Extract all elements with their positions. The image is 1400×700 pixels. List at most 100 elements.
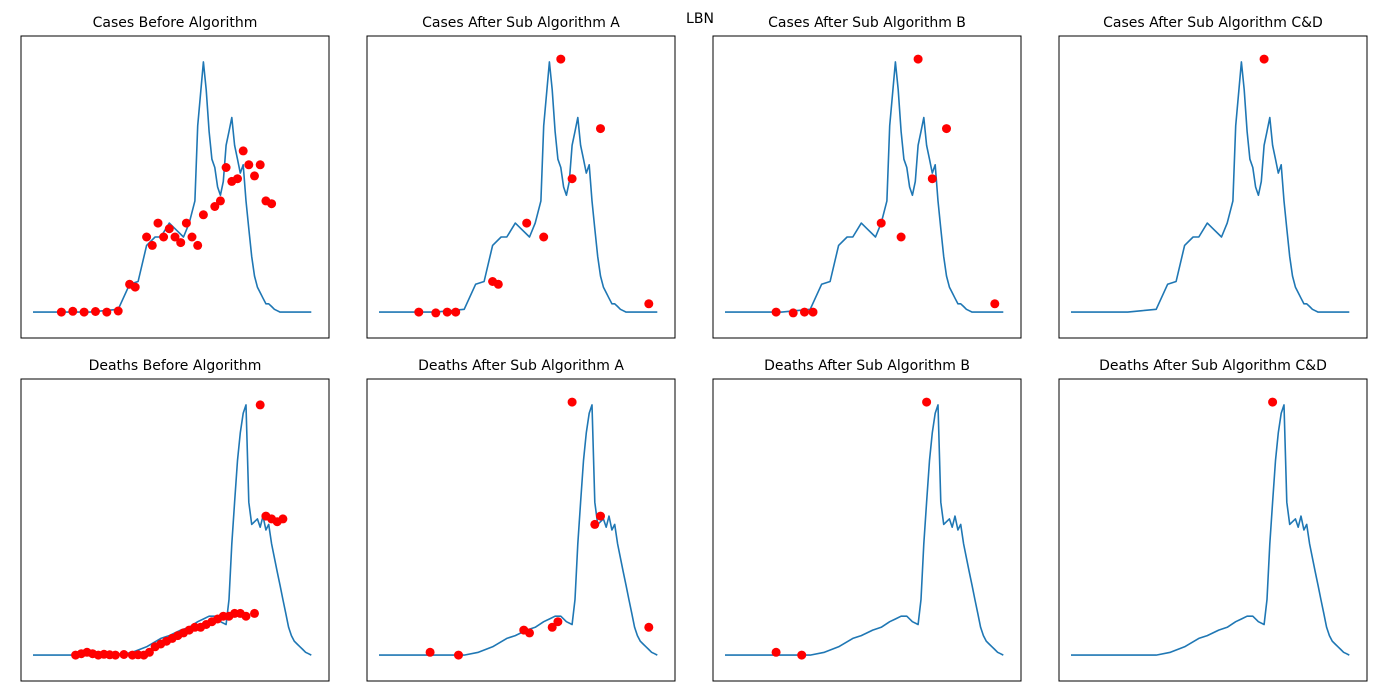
data-point — [876, 218, 886, 228]
data-point — [233, 174, 242, 184]
data-point — [187, 232, 197, 242]
data-point — [255, 400, 265, 410]
data-point — [153, 218, 163, 228]
data-point — [215, 196, 225, 206]
data-point — [238, 146, 248, 156]
data-point — [250, 171, 259, 181]
figure-title: LBN — [686, 11, 714, 27]
series-line-1 — [33, 404, 312, 656]
data-point — [142, 232, 152, 242]
chart-title: Deaths After Sub Algorithm C&D — [1099, 358, 1327, 374]
data-point — [771, 307, 781, 317]
chart-panel-2: Cases After Sub Algorithm A — [366, 15, 676, 339]
data-point — [896, 232, 906, 242]
chart-title: Deaths Before Algorithm — [89, 358, 262, 374]
chart-panel-3: Cases After Sub Algorithm B — [712, 15, 1022, 339]
data-point — [553, 617, 563, 627]
data-point — [159, 232, 169, 242]
data-point — [922, 397, 932, 407]
chart-title: Deaths After Sub Algorithm A — [418, 358, 624, 374]
series-line-1 — [379, 404, 658, 656]
data-point — [493, 279, 503, 289]
data-point — [221, 163, 231, 172]
data-point — [788, 308, 798, 318]
data-point — [644, 622, 654, 632]
axes-frame — [20, 378, 330, 682]
chart-panel-6: Deaths After Sub Algorithm A — [366, 358, 676, 682]
data-point — [255, 160, 265, 170]
series-line-1 — [1071, 61, 1350, 313]
data-point — [431, 308, 441, 318]
axes-frame — [20, 35, 330, 339]
axes-frame — [712, 378, 1022, 682]
axes-frame — [1058, 35, 1368, 339]
series-line-1 — [725, 61, 1004, 313]
data-point — [808, 307, 818, 317]
data-point — [771, 647, 781, 657]
data-point — [241, 611, 251, 621]
chart-title: Cases After Sub Algorithm B — [768, 15, 966, 31]
data-point — [278, 514, 288, 524]
data-point — [567, 174, 577, 184]
data-point — [596, 124, 605, 134]
data-point — [990, 299, 1000, 309]
axes-frame — [1058, 378, 1368, 682]
chart-panel-1: Cases Before Algorithm — [20, 15, 330, 339]
data-point — [539, 232, 549, 242]
data-point — [567, 397, 577, 407]
data-point — [102, 307, 112, 317]
data-point — [164, 224, 174, 234]
chart-title: Cases After Sub Algorithm A — [422, 15, 620, 31]
data-point — [144, 647, 154, 657]
data-point — [119, 650, 129, 659]
series-line-1 — [1071, 404, 1350, 656]
data-point — [68, 306, 78, 316]
data-point — [147, 240, 157, 250]
data-point — [451, 307, 461, 317]
chart-title: Cases After Sub Algorithm C&D — [1103, 15, 1323, 31]
series-line-1 — [33, 61, 312, 313]
axes-frame — [366, 378, 676, 682]
data-point — [113, 306, 123, 316]
chart-panel-7: Deaths After Sub Algorithm B — [712, 358, 1022, 682]
data-point — [250, 608, 259, 618]
data-point — [181, 218, 191, 228]
data-point — [797, 650, 807, 660]
data-point — [198, 210, 208, 220]
data-point — [525, 628, 534, 638]
data-point — [425, 647, 435, 657]
data-point — [522, 218, 532, 228]
data-point — [596, 511, 605, 521]
data-point — [644, 299, 654, 309]
data-point — [244, 160, 254, 170]
chart-panel-8: Deaths After Sub Algorithm C&D — [1058, 358, 1368, 682]
data-point — [91, 307, 100, 316]
data-point — [556, 54, 566, 64]
data-point — [927, 174, 937, 184]
series-line-1 — [725, 404, 1004, 656]
data-point — [170, 232, 180, 242]
data-point — [79, 307, 89, 317]
chart-title: Cases Before Algorithm — [93, 15, 258, 31]
data-point — [176, 238, 186, 248]
data-point — [130, 282, 140, 292]
data-point — [1259, 54, 1269, 64]
data-point — [267, 199, 277, 209]
data-point — [590, 519, 600, 529]
data-point — [547, 622, 557, 632]
data-point — [442, 307, 452, 317]
chart-title: Deaths After Sub Algorithm B — [764, 358, 970, 374]
chart-panel-5: Deaths Before Algorithm — [20, 358, 330, 682]
series-line-1 — [379, 61, 658, 313]
axes-frame — [366, 35, 676, 339]
chart-panel-4: Cases After Sub Algorithm C&D — [1058, 15, 1368, 339]
data-point — [110, 650, 120, 660]
data-point — [454, 650, 463, 660]
data-point — [193, 240, 203, 250]
data-point — [942, 124, 951, 134]
data-point — [210, 202, 220, 211]
data-point — [800, 307, 809, 317]
data-point — [913, 54, 923, 64]
data-point — [414, 307, 424, 317]
